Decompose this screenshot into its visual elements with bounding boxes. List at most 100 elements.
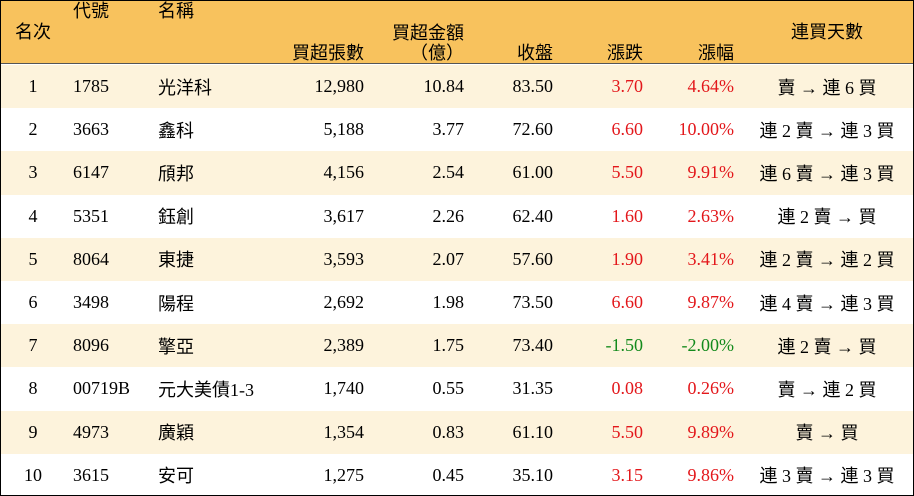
table-cell: 5.50 [611,162,644,183]
table-cell: 1.75 [432,335,465,356]
table-cell: 2.63% [687,205,735,226]
header-cell: 買超金額 （億） [381,1,464,63]
header-cell: 名次 [1,1,65,63]
table-cell: 連 2 賣 → 連 3 買 [759,120,895,141]
table-cell: 1.60 [611,205,644,226]
table-cell: 6.60 [611,119,644,140]
table-cell: 10.84 [423,76,465,97]
table-cell: 9 [28,421,38,442]
table-cell: -1.50 [605,335,644,356]
table-cell: 賣 → 連 2 買 [777,379,877,400]
table-cell: 00719B [73,378,131,399]
table-cell: 連 2 賣 → 連 2 買 [759,250,895,271]
table-cell: 陽程 [158,293,194,314]
table-cell: 5 [28,248,38,269]
table-cell: 3.15 [611,464,644,485]
table-cell: 廣穎 [158,423,194,444]
table-cell: 9.91% [687,162,735,183]
table-cell: 鈺創 [158,207,194,228]
header-text: 收盤 [517,43,553,63]
table-cell: 0.83 [432,421,465,442]
table-cell: 0.55 [432,378,465,399]
table-row: 5 8064 東捷 3,593 2.07 57.60 1.90 3.41% 連 2 賣 → 連 … [1,237,913,281]
table-cell: 擎亞 [158,336,194,357]
header-text: 名次 [15,22,51,42]
table-row: 2 3663 鑫科 5,188 3.77 72.60 6.60 10.00% 連 2 賣 → 連… [1,108,913,152]
table-cell: 31.35 [512,378,554,399]
table-cell: 8096 [73,335,109,356]
header-cell: 代號 [73,1,153,63]
header-text: 買超金額 [392,23,464,43]
table-cell: 72.60 [512,119,554,140]
header-cell: 連買天數 [741,1,913,63]
table-cell: 連 4 賣 → 連 3 買 [759,293,895,314]
header-cell: 名稱 [158,1,288,63]
table-cell: 2,389 [323,335,365,356]
table-cell: 1,354 [323,421,365,442]
table-cell: 1.90 [611,248,644,269]
header-text: 漲跌 [607,43,643,63]
table-cell: 1.98 [432,292,465,313]
header-cell: 收盤 [471,1,553,63]
header-text: 買超張數 [292,43,364,63]
table-cell: 2,692 [323,292,365,313]
table-cell: 35.10 [512,464,554,485]
table-cell: 3615 [73,464,109,485]
table-cell: 73.50 [512,292,554,313]
table-cell: 1 [28,76,38,97]
table-cell: 9.86% [687,464,735,485]
table-cell: 61.00 [512,162,554,183]
table-cell: 7 [28,335,38,356]
table-cell: 連 6 賣 → 連 3 買 [759,163,895,184]
table-cell: 3,593 [323,248,365,269]
table-row: 4 5351 鈺創 3,617 2.26 62.40 1.60 2.63% 連 2 賣 → 買 [1,194,913,238]
header-cell: 漲跌 [561,1,643,63]
table-cell: 3 [28,162,38,183]
header-text: 連買天數 [791,22,863,42]
table-cell: 3663 [73,119,109,140]
table-cell: 5.50 [611,421,644,442]
table-cell: 8064 [73,248,109,269]
table-cell: 連 3 賣 → 連 3 買 [759,466,895,487]
table-cell: 連 2 賣 → 買 [777,336,877,357]
table-cell: 賣 → 連 6 買 [777,77,877,98]
table-cell: 3.41% [687,248,735,269]
table-row: 1 1785 光洋科 12,980 10.84 83.50 3.70 4.64% 賣 → 連 6… [1,65,913,109]
table-cell: 安可 [158,466,194,487]
table-cell: 3,617 [323,205,365,226]
table-cell: 元大美債1-3 [158,379,254,400]
table-cell: 9.87% [687,292,735,313]
table-cell: 2.07 [432,248,465,269]
table-cell: 3.77 [432,119,465,140]
table-cell: 光洋科 [158,77,212,98]
table-cell: 4.64% [687,76,735,97]
table-row: 9 4973 廣穎 1,354 0.83 61.10 5.50 9.89% 賣 → 買 [1,410,913,454]
table-cell: 1785 [73,76,109,97]
table-cell: 2 [28,119,38,140]
header-row: 名次 代號 名稱 買超張數 買超金額 （億） 收盤 漲跌 漲幅 連買天數 [1,1,913,63]
table-cell: 8 [28,378,38,399]
table-cell: 57.60 [512,248,554,269]
table-cell: 6 [28,292,38,313]
table-cell: 4 [28,205,38,226]
table-cell: 2.26 [432,205,465,226]
table-cell: 2.54 [432,162,465,183]
table-cell: 鑫科 [158,120,194,141]
table-cell: 10.00% [678,119,735,140]
header-text: 代號 [73,1,109,21]
table-row: 3 6147 頎邦 4,156 2.54 61.00 5.50 9.91% 連 6 賣 → 連 … [1,151,913,195]
table-cell: 東捷 [158,250,194,271]
header-text: 漲幅 [698,43,734,63]
table-cell: 3.70 [611,76,644,97]
table-cell: 6147 [73,162,109,183]
header-cell: 漲幅 [646,1,734,63]
table-cell: 4973 [73,421,109,442]
table-cell: 賣 → 買 [795,423,859,444]
table-cell: 10 [24,464,42,485]
header-divider [1,63,913,64]
table-row: 8 00719B 元大美債1-3 1,740 0.55 31.35 0.08 0.26% 賣 →… [1,367,913,411]
table-cell: 5351 [73,205,109,226]
table-cell: 73.40 [512,335,554,356]
table-row: 7 8096 擎亞 2,389 1.75 73.40 -1.50 -2.00% 連 2 賣 → … [1,324,913,368]
